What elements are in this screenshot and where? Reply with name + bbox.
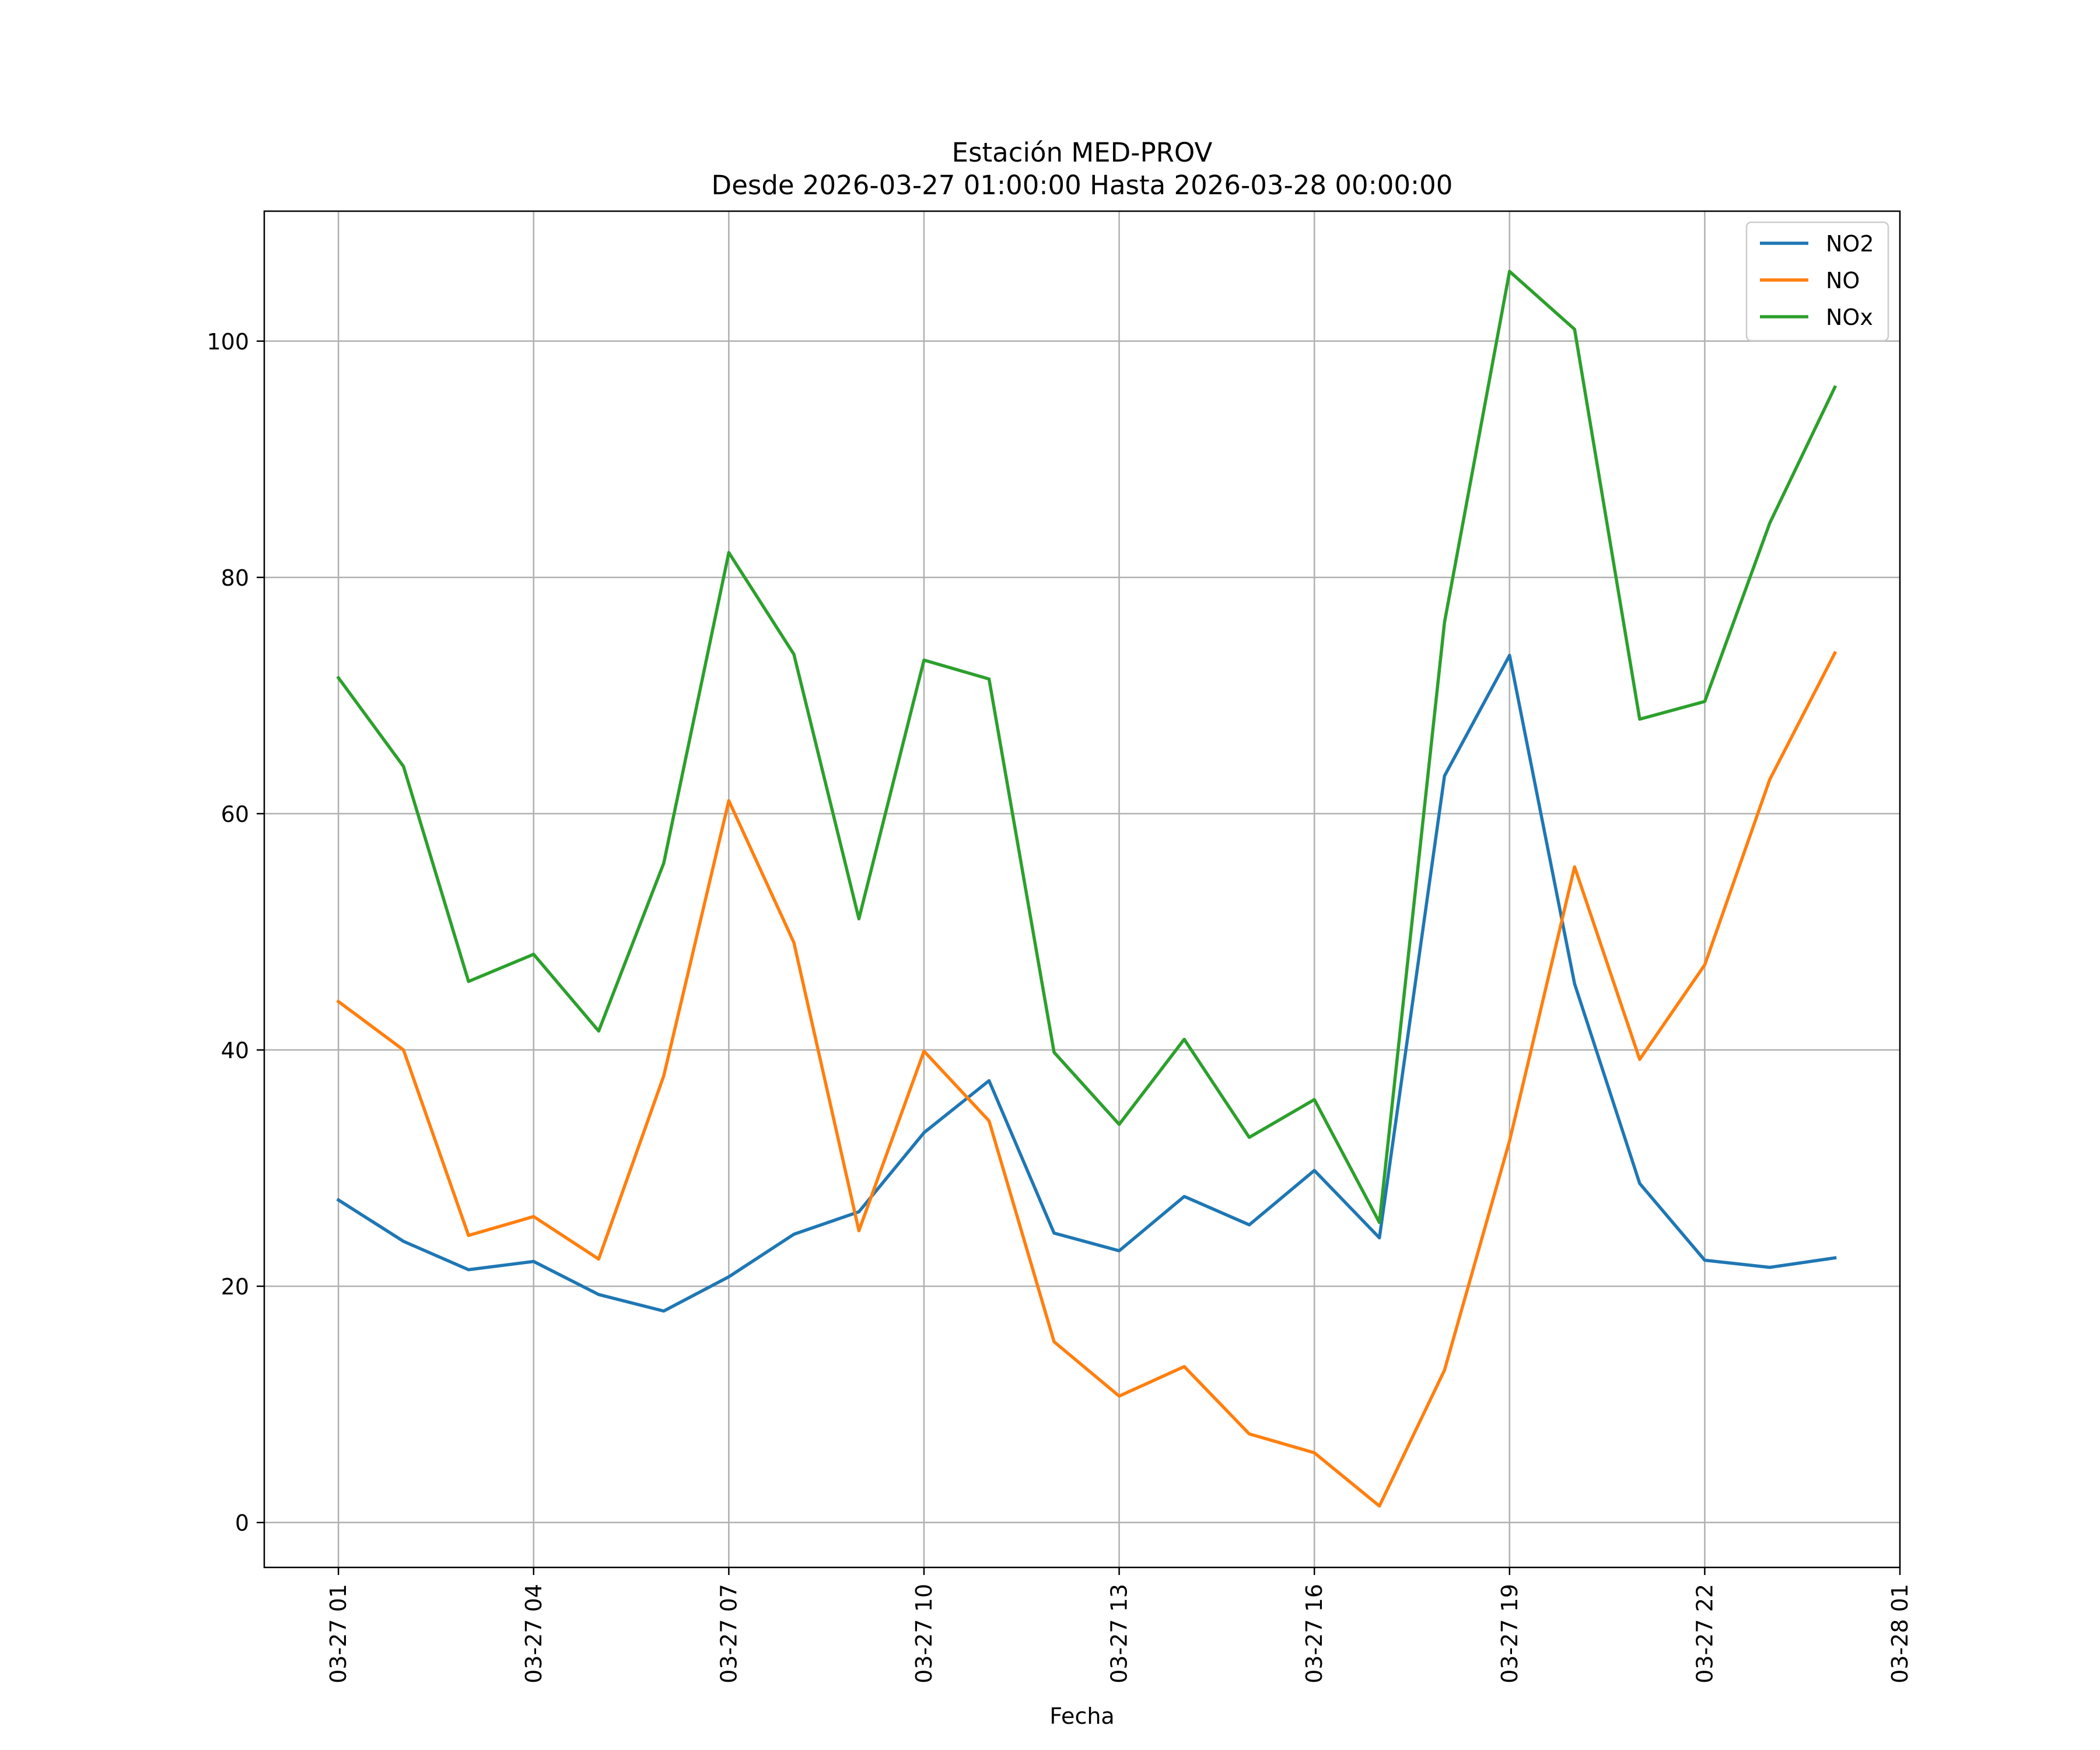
x-axis: 03-27 01 03-27 04 03-27 07 03-27 10 03-27 13… — [326, 1567, 1913, 1684]
chart-title: Estación MED-PROV — [952, 137, 1213, 168]
x-tick-label-6: 03-27 19 — [1497, 1584, 1522, 1684]
legend-label-no: NO — [1826, 268, 1860, 293]
series-line-no — [336, 650, 1838, 1508]
plot-frame — [263, 210, 1901, 1569]
y-axis: 0 20 40 60 80 100 — [206, 329, 264, 1536]
legend-label-nox: NOx — [1826, 304, 1873, 330]
x-tick-label-2: 03-27 07 — [716, 1584, 741, 1684]
chart-subtitle: Desde 2026-03-27 01:00:00 Hasta 2026-03-… — [712, 170, 1453, 201]
y-tick-label-2: 40 — [221, 1038, 249, 1063]
y-tick-label-5: 100 — [206, 329, 249, 355]
x-tick-label-5: 03-27 16 — [1301, 1584, 1327, 1684]
x-tick-label-4: 03-27 13 — [1107, 1584, 1132, 1684]
legend-label-no2: NO2 — [1826, 231, 1874, 257]
x-tick-label-7: 03-27 22 — [1692, 1584, 1717, 1684]
y-tick-label-4: 80 — [221, 565, 249, 591]
x-tick-label-8: 03-28 01 — [1887, 1584, 1913, 1684]
series-line-no2 — [336, 653, 1837, 1313]
y-tick-label-3: 60 — [221, 802, 249, 827]
series-lines — [336, 270, 1838, 1508]
x-tick-label-3: 03-27 10 — [911, 1584, 937, 1684]
legend: NO2 NO NOx — [1745, 221, 1889, 342]
x-tick-label-0: 03-27 01 — [326, 1584, 351, 1684]
x-axis-label: Fecha — [1049, 1703, 1114, 1729]
x-tick-label-1: 03-27 04 — [521, 1584, 547, 1684]
y-tick-label-0: 0 — [235, 1510, 249, 1536]
legend-frame — [1745, 221, 1889, 342]
series-line-nox — [336, 270, 1838, 1224]
y-tick-label-1: 20 — [221, 1274, 249, 1300]
